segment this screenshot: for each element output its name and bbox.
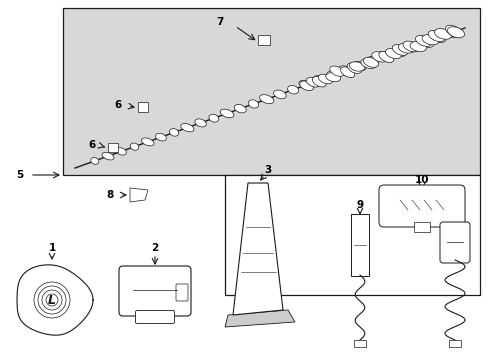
Ellipse shape <box>155 133 166 141</box>
Text: 10: 10 <box>414 175 428 185</box>
Ellipse shape <box>181 123 194 132</box>
Ellipse shape <box>318 74 332 84</box>
Ellipse shape <box>312 77 325 87</box>
Text: 2: 2 <box>151 243 158 253</box>
Polygon shape <box>224 310 294 327</box>
Ellipse shape <box>299 81 313 91</box>
Polygon shape <box>232 183 283 315</box>
Ellipse shape <box>340 67 354 77</box>
Ellipse shape <box>415 35 431 46</box>
Ellipse shape <box>445 25 461 37</box>
Ellipse shape <box>326 71 338 80</box>
FancyBboxPatch shape <box>439 222 469 263</box>
Bar <box>138 102 148 112</box>
Ellipse shape <box>391 47 405 57</box>
Ellipse shape <box>208 114 218 122</box>
Ellipse shape <box>298 80 313 90</box>
Text: 8: 8 <box>106 190 113 200</box>
Ellipse shape <box>325 73 340 82</box>
FancyBboxPatch shape <box>378 185 464 227</box>
Ellipse shape <box>371 52 386 62</box>
Ellipse shape <box>378 51 393 63</box>
Ellipse shape <box>169 129 179 136</box>
FancyBboxPatch shape <box>176 284 187 301</box>
Ellipse shape <box>312 76 325 85</box>
Ellipse shape <box>391 45 407 55</box>
Ellipse shape <box>305 77 320 87</box>
Ellipse shape <box>409 42 426 51</box>
Bar <box>353 340 365 347</box>
Text: 7: 7 <box>216 17 223 27</box>
Ellipse shape <box>434 28 450 39</box>
Bar <box>224 175 479 295</box>
Text: 6: 6 <box>114 100 122 110</box>
Ellipse shape <box>141 138 154 146</box>
Ellipse shape <box>366 57 378 66</box>
Ellipse shape <box>352 61 366 71</box>
Ellipse shape <box>444 28 457 38</box>
Text: L: L <box>48 293 56 306</box>
Ellipse shape <box>421 35 438 45</box>
Ellipse shape <box>385 49 401 59</box>
Ellipse shape <box>130 143 139 150</box>
Bar <box>63 8 479 175</box>
Ellipse shape <box>363 57 378 67</box>
Ellipse shape <box>91 157 99 164</box>
Ellipse shape <box>338 66 353 76</box>
Ellipse shape <box>430 32 445 42</box>
FancyBboxPatch shape <box>135 310 174 324</box>
Ellipse shape <box>273 90 285 99</box>
Ellipse shape <box>427 30 444 41</box>
Ellipse shape <box>402 41 418 52</box>
Text: 4: 4 <box>266 230 273 240</box>
Ellipse shape <box>360 59 375 69</box>
Text: 6: 6 <box>88 140 96 150</box>
Ellipse shape <box>116 148 126 155</box>
Ellipse shape <box>377 51 393 62</box>
Polygon shape <box>130 188 148 202</box>
Text: 9: 9 <box>356 200 363 210</box>
Text: 5: 5 <box>16 170 23 180</box>
Ellipse shape <box>346 63 361 73</box>
Ellipse shape <box>348 62 364 71</box>
FancyBboxPatch shape <box>350 214 368 276</box>
Bar <box>108 143 118 152</box>
Ellipse shape <box>248 100 258 108</box>
Ellipse shape <box>287 85 298 94</box>
Ellipse shape <box>416 37 433 48</box>
Ellipse shape <box>405 42 418 52</box>
Text: 3: 3 <box>264 165 271 175</box>
Ellipse shape <box>234 104 246 113</box>
Bar <box>258 35 269 45</box>
Ellipse shape <box>329 66 344 76</box>
Bar <box>448 340 460 347</box>
Text: 1: 1 <box>48 243 56 253</box>
FancyBboxPatch shape <box>119 266 191 316</box>
Ellipse shape <box>194 119 206 127</box>
Text: 11: 11 <box>447 208 461 218</box>
Ellipse shape <box>220 109 233 118</box>
Ellipse shape <box>259 95 273 104</box>
Bar <box>413 222 429 232</box>
Ellipse shape <box>398 43 414 53</box>
Ellipse shape <box>102 152 114 160</box>
Ellipse shape <box>447 27 464 38</box>
